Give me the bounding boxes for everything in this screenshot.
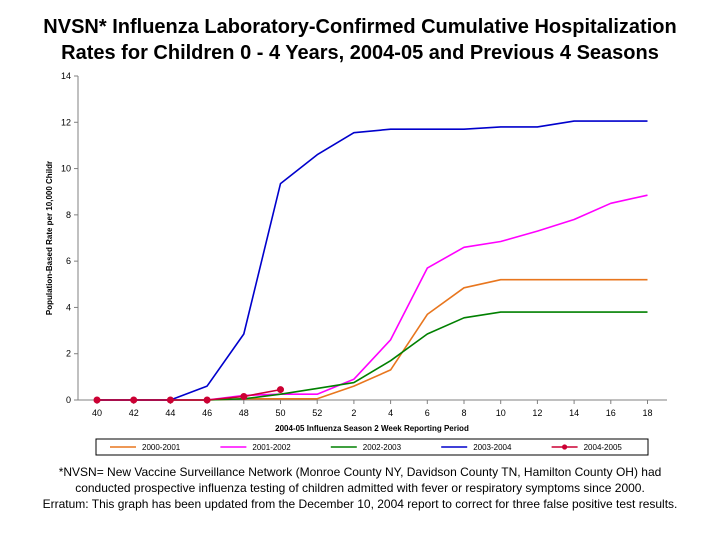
x-tick-label: 44 xyxy=(165,408,175,418)
y-tick-label: 2 xyxy=(66,349,71,359)
y-tick-label: 0 xyxy=(66,395,71,405)
x-tick-label: 6 xyxy=(425,408,430,418)
series-point-2004-2005 xyxy=(166,396,174,404)
y-tick-label: 8 xyxy=(66,210,71,220)
series-line-2003-2004 xyxy=(97,120,648,401)
x-tick-label: 10 xyxy=(496,408,506,418)
x-tick-label: 4 xyxy=(388,408,393,418)
x-tick-label: 52 xyxy=(312,408,322,418)
chart-title: NVSN* Influenza Laboratory-Confirmed Cum… xyxy=(0,14,720,66)
legend-label-2003-2004: 2003-2004 xyxy=(473,443,512,452)
x-tick-label: 14 xyxy=(569,408,579,418)
legend-label-2001-2002: 2001-2002 xyxy=(252,443,291,452)
legend-label-2000-2001: 2000-2001 xyxy=(142,443,181,452)
chart-plot-area xyxy=(93,120,648,404)
y-tick-label: 6 xyxy=(66,256,71,266)
series-point-2004-2005 xyxy=(130,396,138,404)
x-tick-label: 8 xyxy=(461,408,466,418)
y-axis-label: Population-Based Rate per 10,000 Childr xyxy=(45,161,54,315)
series-point-2004-2005 xyxy=(203,396,211,404)
series-point-2004-2005 xyxy=(240,393,248,401)
series-line-2004-2005 xyxy=(97,388,281,401)
footnote: *NVSN= New Vaccine Surveillance Network … xyxy=(0,464,720,512)
x-tick-label: 50 xyxy=(275,408,285,418)
legend-marker-2004-2005 xyxy=(562,444,568,450)
x-tick-label: 12 xyxy=(532,408,542,418)
legend-box xyxy=(95,438,649,456)
x-tick-label: 48 xyxy=(239,408,249,418)
footnote-line-2: conducted prospective influenza testing … xyxy=(75,481,645,495)
footnote-line-3: Erratum: This graph has been updated fro… xyxy=(42,497,678,511)
x-axis-label: 2004-05 Influenza Season 2 Week Reportin… xyxy=(275,424,469,433)
x-tick-label: 16 xyxy=(606,408,616,418)
chart-legend: 2000-2001 2001-2002 2002-2003 2003-2004 2004… xyxy=(95,438,649,456)
series-point-2004-2005 xyxy=(277,386,284,394)
legend-label-2004-2005: 2004-2005 xyxy=(584,443,623,452)
title-line-2: Rates for Children 0 - 4 Years, 2004-05 … xyxy=(61,42,659,64)
title-line-1: NVSN* Influenza Laboratory-Confirmed Cum… xyxy=(43,16,677,38)
y-tick-label: 12 xyxy=(61,117,71,127)
footnote-line-1: *NVSN= New Vaccine Surveillance Network … xyxy=(58,465,662,479)
y-tick-label: 10 xyxy=(61,164,71,174)
series-line-2001-2002 xyxy=(97,194,648,401)
x-tick-label: 42 xyxy=(129,408,139,418)
x-tick-label: 18 xyxy=(642,408,652,418)
y-tick-label: 4 xyxy=(66,302,71,312)
x-tick-label: 40 xyxy=(92,408,102,418)
series-line-2000-2001 xyxy=(97,278,648,401)
series-line-2002-2003 xyxy=(97,311,648,401)
x-tick-label: 46 xyxy=(202,408,212,418)
x-tick-label: 2 xyxy=(351,408,356,418)
series-point-2004-2005 xyxy=(93,396,101,404)
legend-label-2002-2003: 2002-2003 xyxy=(363,443,402,452)
y-tick-label: 14 xyxy=(61,71,71,81)
